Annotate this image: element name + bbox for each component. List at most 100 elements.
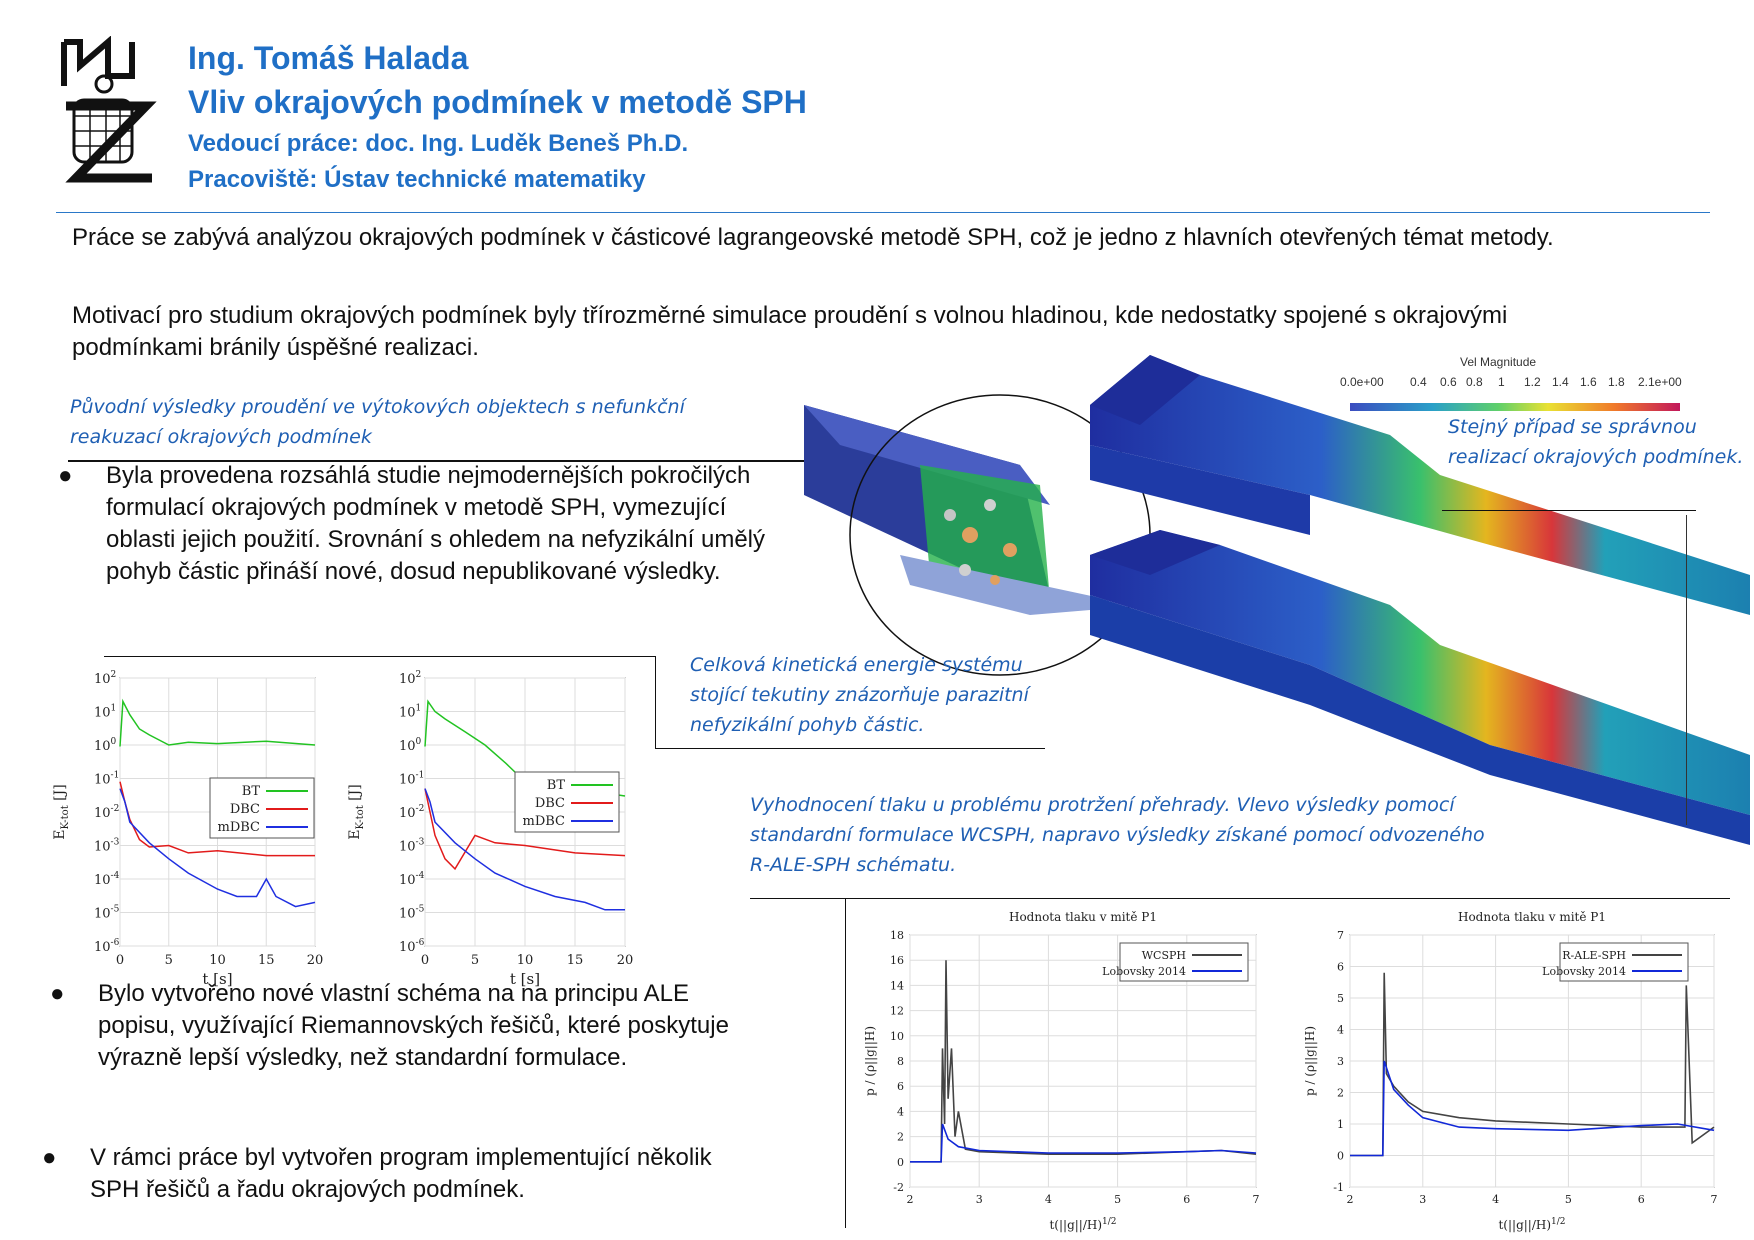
chart-title: Hodnota tlaku v mitě P1 [1009, 910, 1157, 924]
series-line [424, 788, 626, 871]
bullet-dot: ● [50, 980, 65, 1007]
series-line [1350, 972, 1715, 1157]
y-tick-label: -1 [1333, 1181, 1344, 1194]
x-tick-label: 3 [976, 1193, 983, 1206]
y-axis-label: EK-tot [J] [52, 784, 71, 839]
y-tick-label: 10-2 [399, 804, 424, 821]
y-tick-label: 4 [897, 1105, 904, 1118]
author-name: Ing. Tomáš Halada [188, 40, 469, 76]
x-tick-label: 4 [1492, 1193, 1499, 1206]
leader-line-original [68, 460, 808, 462]
y-tick-label: 101 [399, 704, 421, 721]
leader-line-pressure-v [845, 898, 846, 1228]
y-tick-label: 1 [1337, 1118, 1344, 1131]
x-axis-label: t(||g||/H)1/2 [1049, 1217, 1116, 1232]
x-tick-label: 5 [1114, 1193, 1121, 1206]
y-tick-label: 10-5 [399, 905, 425, 922]
leader-line-kinetic [104, 656, 656, 657]
legend-box [1559, 942, 1689, 982]
y-tick-label: 2 [1337, 1087, 1344, 1100]
intro-paragraph-2: Motivací pro studium okrajových podmínek… [72, 302, 1508, 361]
leader-line-pressure [750, 898, 1730, 899]
colorbar-tick-label: 2.1e+00 [1638, 375, 1682, 389]
y-tick-label: 6 [1337, 961, 1344, 974]
x-tick-label: 0 [421, 953, 429, 968]
x-tick-label: 5 [165, 953, 173, 968]
y-tick-label: 5 [1337, 992, 1344, 1005]
bullet-ale-scheme: ● Bylo vytvořeno nové vlastní schéma na … [50, 978, 750, 1108]
x-tick-label: 6 [1183, 1193, 1190, 1206]
header-divider [56, 212, 1710, 213]
y-tick-label: 14 [890, 979, 904, 992]
x-tick-label: 7 [1711, 1193, 1718, 1206]
y-tick-label: 4 [1337, 1024, 1344, 1037]
legend-label: Lobovsky 2014 [1102, 965, 1186, 978]
leader-line-correct [1442, 510, 1696, 511]
x-tick-label: 10 [517, 953, 534, 968]
bullet-text: Bylo vytvořeno nové vlastní schéma na na… [98, 980, 729, 1071]
caption-kinetic-energy: Celková kinetická energie systému stojíc… [690, 654, 1029, 736]
y-tick-label: 6 [897, 1080, 904, 1093]
y-tick-label: 10-1 [94, 771, 119, 788]
colorbar-tick-label: 1.2 [1524, 375, 1541, 389]
y-tick-label: 10-3 [399, 838, 425, 855]
nz-logo [61, 36, 157, 183]
leader-line-right-v [1686, 515, 1687, 825]
y-tick-label: 7 [1337, 929, 1344, 942]
series-line [424, 788, 625, 911]
x-tick-label: 5 [471, 953, 479, 968]
department: Pracoviště: Ústav technické matematiky [188, 166, 646, 193]
bullet-dot: ● [58, 462, 73, 489]
caption-original-results: Původní výsledky proudění ve výtokových … [70, 396, 685, 448]
y-tick-label: 10-1 [399, 771, 424, 788]
x-tick-label: 2 [907, 1193, 914, 1206]
series-line [119, 788, 316, 908]
simulation-renders [804, 355, 1750, 845]
colorbar-tick-label: 1.4 [1552, 375, 1569, 389]
legend-label: BT [547, 778, 566, 793]
legend-label: mDBC [218, 820, 261, 835]
y-tick-label: 102 [94, 670, 116, 687]
y-axis-label: p / (ρ||g||H) [1303, 1026, 1317, 1096]
supervisor: Vedoucí práce: doc. Ing. Luděk Beneš Ph.… [188, 130, 689, 157]
y-tick-label: 100 [94, 737, 117, 754]
colorbar-tick-label: 1.6 [1580, 375, 1597, 389]
colorbar-tick-label: 0.4 [1410, 375, 1427, 389]
legend-label: WCSPH [1142, 949, 1186, 962]
colorbar-tick-label: 0.6 [1440, 375, 1457, 389]
caption-correct-results: Stejný případ se správnou realizací okra… [1448, 416, 1744, 468]
legend-label: mDBC [523, 814, 566, 829]
x-tick-label: 2 [1347, 1193, 1354, 1206]
y-tick-label: 10-4 [399, 871, 425, 888]
y-tick-label: 2 [897, 1131, 904, 1144]
legend-label: DBC [535, 796, 565, 811]
y-tick-label: 10-3 [94, 838, 120, 855]
series-line [1350, 1060, 1715, 1157]
y-tick-label: 10-2 [94, 804, 119, 821]
legend-label: R-ALE-SPH [1562, 949, 1626, 962]
bullet-text: Byla provedena rozsáhlá studie nejmodern… [106, 462, 766, 585]
x-tick-label: 20 [307, 953, 324, 968]
x-tick-label: 4 [1045, 1193, 1052, 1206]
x-tick-label: 15 [258, 953, 275, 968]
y-tick-label: 18 [890, 929, 904, 942]
y-tick-label: 0 [897, 1156, 904, 1169]
y-tick-label: 102 [399, 670, 421, 687]
legend-label: DBC [230, 802, 260, 817]
x-tick-label: 10 [209, 953, 226, 968]
chart-title: Hodnota tlaku v mitě P1 [1458, 910, 1606, 924]
bullet-dot: ● [42, 1144, 57, 1171]
x-tick-label: 6 [1638, 1193, 1645, 1206]
series-line [910, 1123, 1257, 1163]
colorbar-tick-label: 1.8 [1608, 375, 1625, 389]
y-tick-label: 16 [890, 954, 904, 967]
bullet-program: ● V rámci práce byl vytvořen program imp… [42, 1142, 742, 1222]
x-tick-label: 5 [1565, 1193, 1572, 1206]
legend-label: Lobovsky 2014 [1542, 965, 1626, 978]
y-tick-label: -2 [893, 1181, 904, 1194]
y-axis-label: EK-tot [J] [347, 784, 366, 839]
thesis-title: Vliv okrajových podmínek v metodě SPH [188, 84, 807, 120]
